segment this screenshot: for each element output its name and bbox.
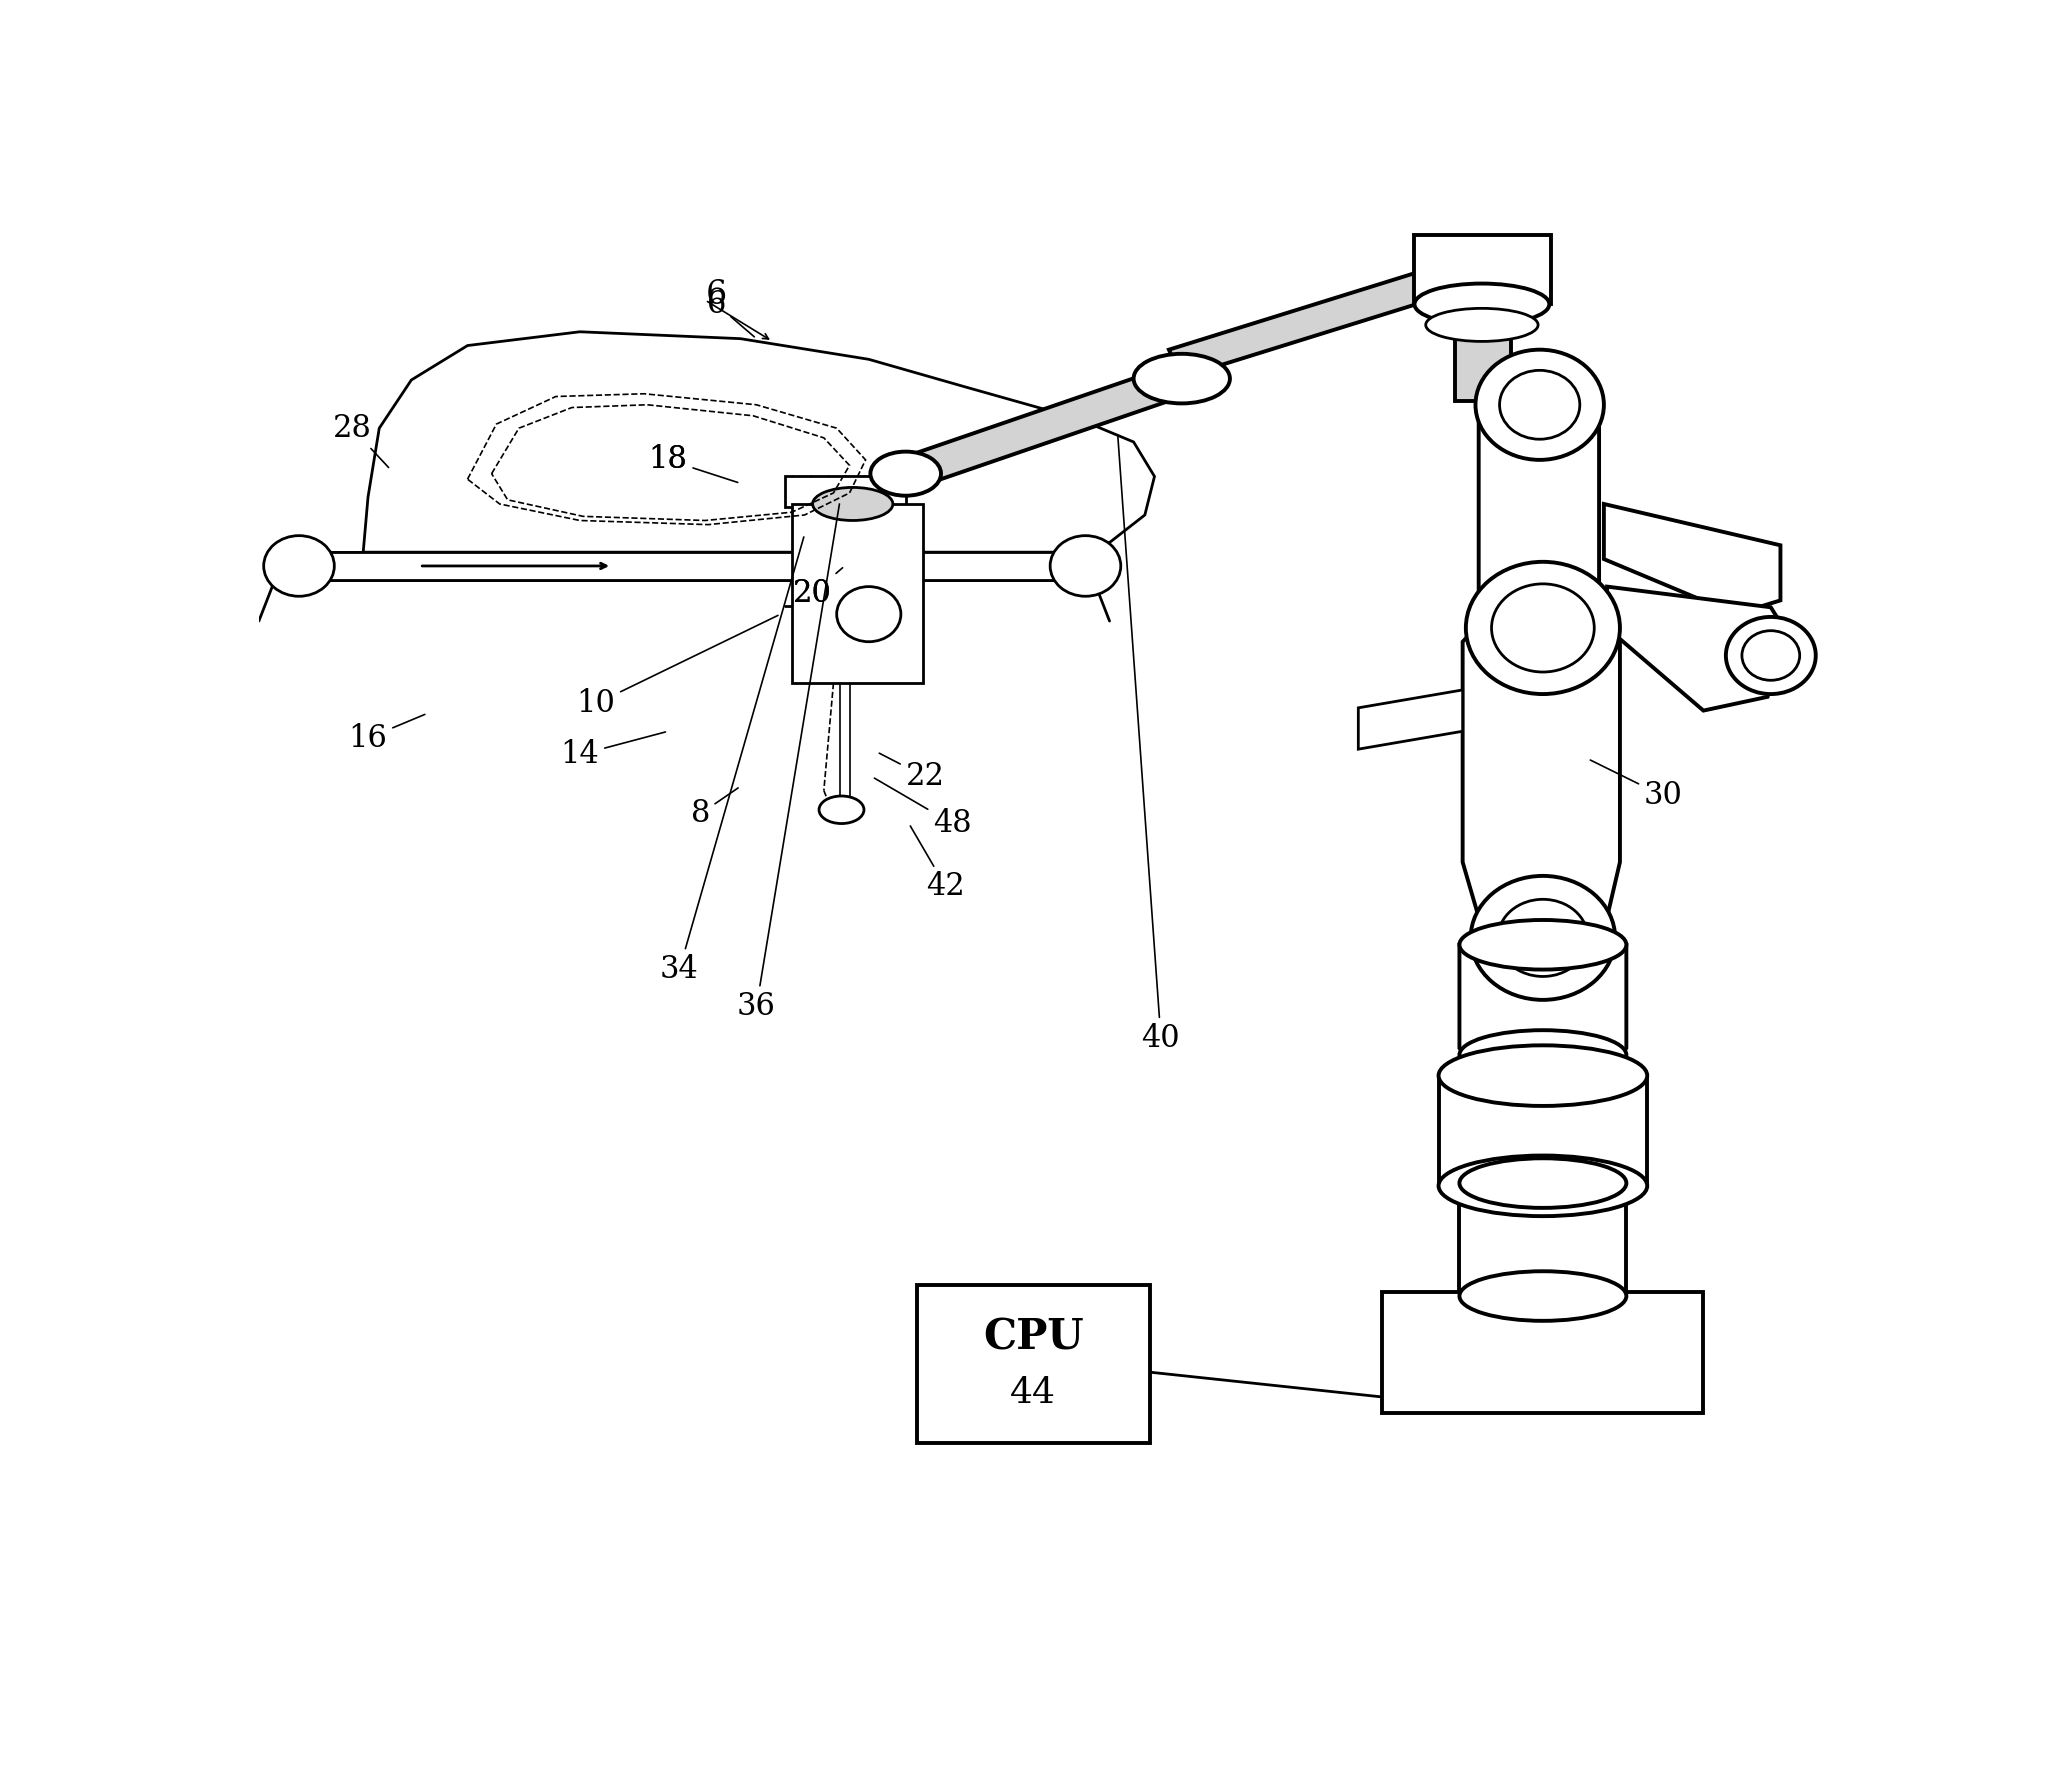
Text: 18: 18: [648, 444, 737, 483]
Ellipse shape: [1742, 632, 1800, 680]
Polygon shape: [275, 553, 1093, 580]
Ellipse shape: [1439, 1045, 1646, 1106]
Text: 36: 36: [737, 504, 839, 1022]
Ellipse shape: [1499, 370, 1580, 440]
Ellipse shape: [1050, 535, 1120, 596]
Text: 40: 40: [1118, 435, 1180, 1054]
Bar: [1383, 1292, 1702, 1413]
Ellipse shape: [1460, 1272, 1626, 1320]
Ellipse shape: [1425, 308, 1539, 342]
Ellipse shape: [1475, 576, 1603, 685]
Ellipse shape: [837, 587, 901, 642]
Ellipse shape: [263, 535, 333, 596]
Bar: [785, 476, 905, 506]
Ellipse shape: [1470, 877, 1615, 1000]
Text: 22: 22: [880, 753, 944, 793]
Text: 16: 16: [348, 714, 425, 753]
Ellipse shape: [1499, 596, 1580, 666]
Text: 42: 42: [911, 827, 965, 902]
Ellipse shape: [1460, 1030, 1626, 1081]
Ellipse shape: [1460, 1157, 1626, 1208]
Polygon shape: [1462, 606, 1620, 961]
Polygon shape: [1359, 691, 1462, 750]
Polygon shape: [1479, 377, 1599, 658]
Text: 30: 30: [1591, 760, 1684, 812]
Text: 6: 6: [706, 288, 754, 336]
Text: 6: 6: [706, 279, 727, 311]
Ellipse shape: [870, 451, 940, 496]
Ellipse shape: [1133, 354, 1230, 403]
Ellipse shape: [818, 796, 864, 823]
Polygon shape: [1460, 945, 1626, 1081]
Text: 8: 8: [690, 787, 737, 830]
Polygon shape: [1603, 504, 1781, 614]
Ellipse shape: [1497, 900, 1588, 977]
Bar: [791, 504, 924, 683]
Text: 28: 28: [333, 413, 389, 467]
Ellipse shape: [1414, 284, 1549, 326]
Bar: [1460, 1183, 1626, 1295]
Ellipse shape: [1439, 1156, 1646, 1217]
Bar: [1414, 236, 1551, 304]
Ellipse shape: [812, 487, 893, 521]
Bar: [1439, 1075, 1646, 1186]
Ellipse shape: [1491, 583, 1595, 673]
Bar: [1454, 320, 1512, 401]
Polygon shape: [897, 363, 1189, 490]
Text: 20: 20: [793, 578, 833, 608]
Text: 34: 34: [661, 537, 804, 986]
Polygon shape: [1168, 254, 1491, 377]
Text: 44: 44: [1011, 1376, 1056, 1410]
Text: 14: 14: [561, 732, 665, 771]
Text: 18: 18: [648, 444, 688, 476]
Ellipse shape: [1466, 562, 1620, 694]
Text: 48: 48: [874, 778, 971, 839]
Ellipse shape: [1460, 920, 1626, 970]
Text: 20: 20: [793, 567, 843, 608]
Polygon shape: [362, 331, 1154, 553]
Text: CPU: CPU: [984, 1317, 1083, 1358]
Bar: [917, 1285, 1149, 1444]
Ellipse shape: [1725, 617, 1816, 694]
Ellipse shape: [1475, 349, 1603, 460]
Polygon shape: [1607, 587, 1783, 710]
Text: 10: 10: [576, 615, 779, 719]
